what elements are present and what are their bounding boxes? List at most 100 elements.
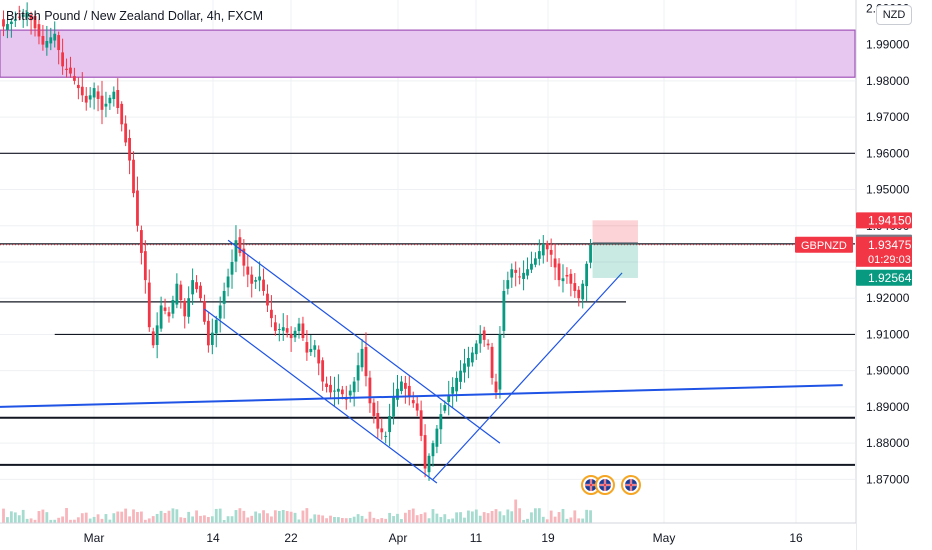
volume-bars bbox=[2, 499, 592, 523]
volume-bar bbox=[368, 511, 372, 523]
candle-body bbox=[514, 269, 518, 273]
trend-line[interactable] bbox=[227, 239, 501, 444]
candle bbox=[183, 298, 187, 329]
candle-body bbox=[427, 455, 431, 473]
time-axis[interactable]: Mar 14 22 Apr 11 19 May 16 bbox=[0, 522, 856, 550]
y-tick-label: 1.97000 bbox=[866, 110, 910, 124]
event-icons[interactable] bbox=[581, 475, 641, 495]
position-tool[interactable] bbox=[592, 220, 638, 278]
candle bbox=[266, 284, 269, 312]
volume-bar bbox=[561, 508, 565, 523]
supply-zone-rect[interactable] bbox=[0, 29, 856, 78]
candle bbox=[9, 18, 13, 38]
candle-body bbox=[478, 334, 482, 344]
volume-bar bbox=[187, 511, 191, 523]
candle-body bbox=[270, 309, 273, 319]
trend-line[interactable] bbox=[204, 308, 438, 484]
volume-bar bbox=[234, 510, 238, 523]
price-axis[interactable]: 1.87000 1.88000 1.89000 1.90000 1.91000 1.920… bbox=[795, 0, 932, 550]
x-tick-label: Mar bbox=[84, 531, 105, 545]
horizontal-levels[interactable] bbox=[0, 152, 855, 466]
volume-bar bbox=[514, 499, 518, 523]
trend-line[interactable] bbox=[432, 272, 623, 480]
candle-body bbox=[41, 35, 45, 45]
volume-bar bbox=[136, 512, 139, 523]
trend-line[interactable] bbox=[0, 384, 843, 408]
trend-lines[interactable] bbox=[0, 239, 843, 484]
candle-body bbox=[490, 346, 494, 378]
candle bbox=[376, 401, 380, 438]
x-tick-label: May bbox=[653, 531, 676, 545]
candle-body bbox=[400, 381, 403, 392]
volume-bar bbox=[199, 515, 202, 523]
candle bbox=[321, 357, 325, 391]
candle-body bbox=[9, 21, 13, 25]
candle bbox=[262, 268, 265, 296]
volume-bar bbox=[411, 508, 415, 523]
volume-bar bbox=[179, 517, 183, 523]
take-profit-zone[interactable] bbox=[592, 242, 638, 278]
candle bbox=[167, 306, 171, 323]
volume-bar bbox=[175, 509, 179, 523]
candle-body bbox=[254, 280, 258, 282]
candle-body bbox=[140, 230, 143, 253]
candle bbox=[360, 338, 364, 372]
volume-bar bbox=[2, 508, 5, 523]
volume-bar bbox=[553, 516, 557, 523]
x-tick-label: 22 bbox=[284, 531, 298, 545]
supply-zone[interactable] bbox=[0, 29, 856, 78]
candle-body bbox=[297, 323, 301, 331]
candle-body bbox=[380, 428, 384, 433]
volume-bar bbox=[459, 512, 462, 523]
x-tick-label: 11 bbox=[470, 531, 483, 545]
volume-bar bbox=[297, 519, 301, 523]
candle bbox=[73, 67, 76, 85]
uk-flag-icon[interactable] bbox=[621, 475, 641, 495]
currency-badge[interactable]: NZD bbox=[876, 5, 912, 25]
candle-body bbox=[203, 301, 206, 322]
volume-bar bbox=[427, 518, 431, 523]
volume-bar bbox=[147, 518, 151, 523]
candle-body bbox=[65, 68, 68, 70]
candle-body bbox=[498, 334, 502, 390]
uk-flag-icon[interactable] bbox=[595, 475, 615, 495]
candle-body bbox=[222, 290, 226, 304]
candle-body bbox=[273, 322, 277, 331]
axis-price-tag[interactable] bbox=[856, 269, 912, 286]
axis-price-tag[interactable] bbox=[856, 212, 912, 229]
candle-body bbox=[372, 402, 376, 416]
candle-body bbox=[506, 280, 510, 289]
volume-bar bbox=[270, 516, 273, 523]
last-price-tag[interactable] bbox=[856, 236, 912, 267]
candle bbox=[549, 238, 553, 267]
x-tick-label: 16 bbox=[789, 531, 803, 545]
candle-body bbox=[411, 400, 415, 404]
candle bbox=[195, 275, 198, 293]
volume-bar bbox=[581, 518, 585, 523]
volume-bar bbox=[246, 517, 250, 523]
volume-bar bbox=[337, 517, 340, 523]
candle-body bbox=[88, 95, 92, 100]
candle bbox=[581, 280, 585, 309]
volume-bar bbox=[419, 513, 423, 523]
candle bbox=[120, 101, 124, 132]
candle bbox=[455, 371, 458, 402]
candle-body bbox=[37, 24, 41, 37]
stop-loss-zone[interactable] bbox=[592, 220, 638, 243]
candle-body bbox=[13, 19, 17, 21]
candle bbox=[270, 295, 273, 328]
volume-bar bbox=[541, 516, 545, 523]
candle bbox=[427, 453, 431, 481]
symbol-tag[interactable] bbox=[795, 236, 853, 253]
candle-body bbox=[120, 103, 124, 125]
candle-body bbox=[195, 282, 198, 290]
candle bbox=[80, 72, 84, 102]
volume-bar bbox=[76, 517, 80, 523]
candle bbox=[482, 326, 486, 347]
volume-bar bbox=[21, 509, 25, 523]
candle-body bbox=[537, 251, 541, 259]
volume-bar bbox=[41, 509, 45, 523]
candle-body bbox=[199, 285, 202, 299]
volume-bar bbox=[455, 512, 458, 523]
